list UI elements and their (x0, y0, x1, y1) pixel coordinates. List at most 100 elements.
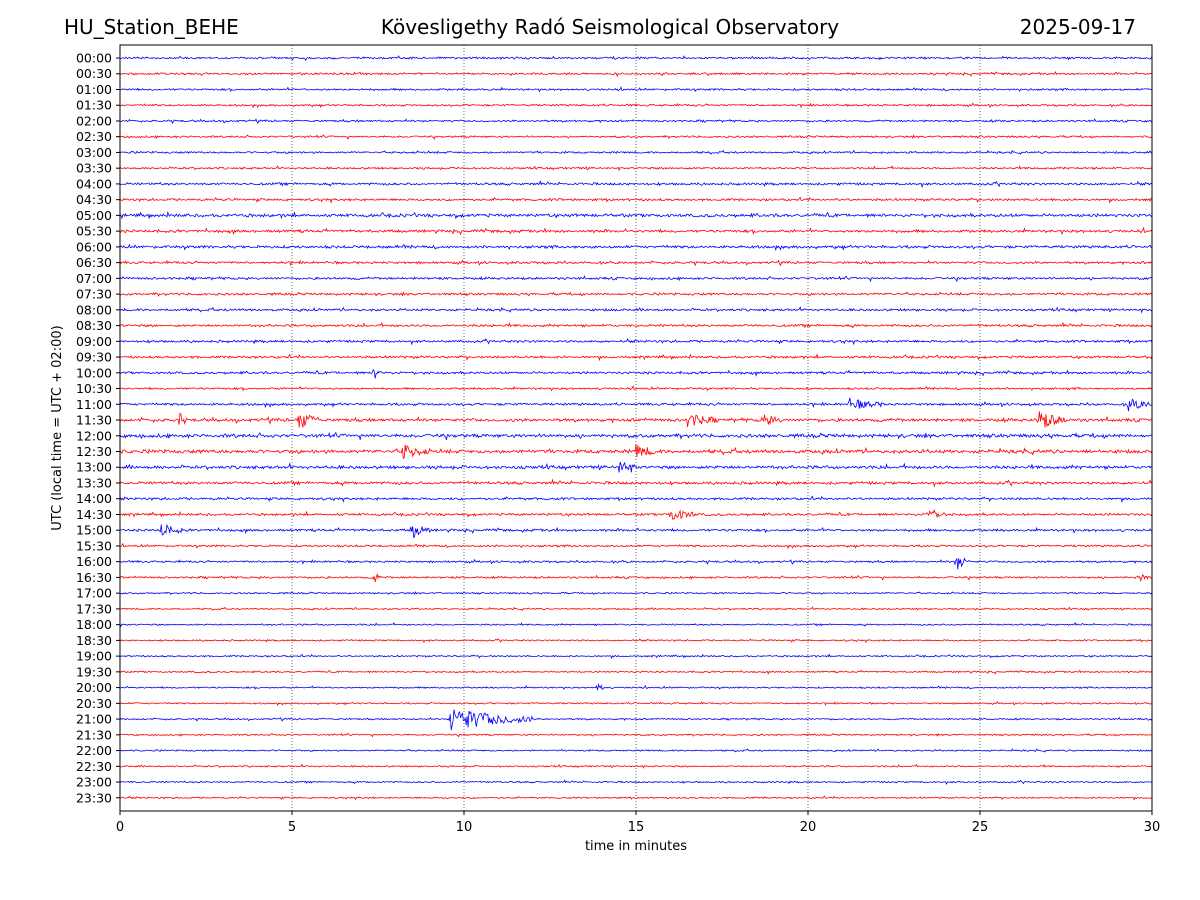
seismic-trace (119, 243, 1153, 252)
y-tick-label: 23:00 (76, 775, 112, 790)
x-tick-label: 15 (628, 820, 645, 835)
grid-lines (291, 45, 981, 811)
trace-group (119, 55, 1153, 801)
seismic-trace (119, 683, 1153, 691)
seismic-trace (119, 210, 1153, 220)
seismic-trace (119, 164, 1153, 172)
seismic-trace (119, 385, 1153, 392)
x-tick-label: 10 (456, 820, 473, 835)
y-tick-label: 14:00 (76, 491, 112, 506)
y-tick-label: 12:00 (76, 428, 112, 443)
y-tick-label: 18:00 (76, 617, 112, 632)
y-tick-label: 16:00 (76, 554, 112, 569)
seismic-trace (119, 653, 1153, 660)
y-tick-label: 20:00 (76, 680, 112, 695)
seismic-trace (119, 572, 1153, 583)
y-tick-label: 11:30 (76, 413, 112, 428)
y-tick-label: 14:30 (76, 507, 112, 522)
y-tick-label: 01:00 (76, 82, 112, 97)
seismic-trace (119, 669, 1153, 675)
y-tick-label: 09:30 (76, 350, 112, 365)
seismic-trace (119, 606, 1153, 611)
seismic-trace (119, 397, 1153, 412)
seismic-trace (119, 259, 1153, 267)
x-tick-label: 30 (1144, 820, 1161, 835)
x-axis-label: time in minutes (585, 839, 687, 854)
seismic-trace (119, 134, 1153, 141)
seismic-trace (119, 275, 1153, 283)
y-tick-label: 21:30 (76, 727, 112, 742)
y-tick-label: 05:30 (76, 224, 112, 239)
seismic-trace (119, 638, 1153, 644)
y-tick-label: 18:30 (76, 633, 112, 648)
y-axis: 00:0000:3001:0001:3002:0002:3003:0003:30… (76, 51, 120, 805)
y-tick-label: 16:30 (76, 570, 112, 585)
y-tick-label: 07:30 (76, 287, 112, 302)
y-tick-label: 00:30 (76, 66, 112, 81)
seismic-trace (119, 701, 1153, 706)
y-tick-label: 08:30 (76, 318, 112, 333)
y-tick-label: 19:30 (76, 664, 112, 679)
seismic-trace (119, 542, 1153, 550)
seismic-trace (119, 709, 1153, 731)
seismic-trace (119, 763, 1153, 769)
y-tick-label: 12:30 (76, 444, 112, 459)
seismic-trace (119, 444, 1153, 460)
y-tick-label: 22:00 (76, 743, 112, 758)
y-tick-label: 02:30 (76, 129, 112, 144)
y-tick-label: 02:00 (76, 113, 112, 128)
y-tick-label: 15:30 (76, 538, 112, 553)
seismic-trace (119, 102, 1153, 109)
seismic-trace (119, 306, 1153, 314)
y-tick-label: 13:00 (76, 460, 112, 475)
y-tick-label: 00:00 (76, 51, 112, 66)
seismic-trace (119, 196, 1153, 204)
seismic-trace (119, 622, 1153, 628)
station-label: HU_Station_BEHE (64, 15, 239, 39)
seismic-trace (119, 291, 1153, 297)
y-tick-label: 10:00 (76, 365, 112, 380)
y-tick-label: 11:00 (76, 397, 112, 412)
y-tick-label: 10:30 (76, 381, 112, 396)
seismic-trace (119, 226, 1153, 236)
seismic-trace (119, 557, 1153, 570)
x-tick-label: 25 (972, 820, 989, 835)
y-tick-label: 07:00 (76, 271, 112, 286)
seismic-trace (119, 71, 1153, 78)
y-tick-label: 08:00 (76, 302, 112, 317)
seismic-trace (119, 748, 1153, 753)
x-tick-label: 0 (116, 820, 124, 835)
chart-header: HU_Station_BEHE Kövesligethy Radó Seismo… (0, 0, 1200, 44)
seismic-trace (119, 508, 1153, 520)
seismic-trace (119, 86, 1153, 93)
y-tick-label: 17:00 (76, 586, 112, 601)
seismic-trace (119, 321, 1153, 329)
seismic-trace (119, 338, 1153, 346)
seismic-trace (119, 353, 1153, 362)
seismic-trace (119, 523, 1153, 539)
x-tick-label: 5 (288, 820, 296, 835)
seismic-trace (119, 591, 1153, 596)
y-tick-label: 20:30 (76, 696, 112, 711)
y-tick-label: 15:00 (76, 523, 112, 538)
seismic-trace (119, 732, 1153, 738)
seismic-trace (119, 55, 1153, 61)
y-tick-label: 03:00 (76, 145, 112, 160)
y-tick-label: 06:30 (76, 255, 112, 270)
y-tick-label: 06:00 (76, 239, 112, 254)
seismic-trace (119, 478, 1153, 488)
seismic-trace (119, 118, 1153, 125)
x-axis: 0 5 10 15 20 25 30 (116, 811, 1160, 835)
y-tick-label: 19:00 (76, 649, 112, 664)
date-label: 2025-09-17 (1019, 15, 1136, 39)
seismic-trace (119, 411, 1153, 428)
seismic-trace (119, 149, 1153, 155)
seismic-trace (119, 431, 1153, 441)
seismic-trace (119, 795, 1153, 801)
y-tick-label: 21:00 (76, 712, 112, 727)
y-tick-label: 22:30 (76, 759, 112, 774)
y-tick-label: 03:30 (76, 161, 112, 176)
y-tick-label: 13:30 (76, 475, 112, 490)
y-tick-label: 05:00 (76, 208, 112, 223)
